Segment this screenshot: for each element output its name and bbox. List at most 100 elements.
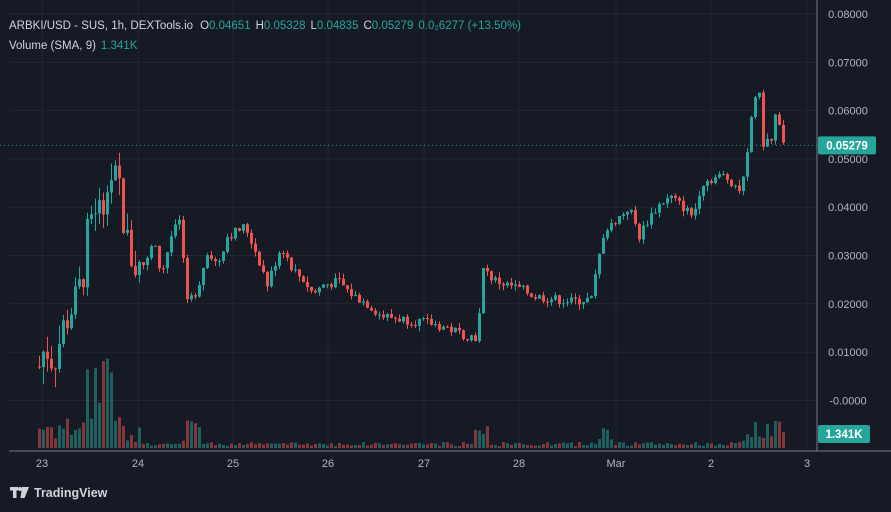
chart-grid bbox=[9, 0, 817, 451]
volume-bar bbox=[210, 442, 213, 448]
candle-body bbox=[550, 299, 553, 303]
volume-bar bbox=[766, 423, 769, 448]
candle-body bbox=[562, 303, 565, 305]
change-value: 0.0₂6277 (+13.50%) bbox=[418, 20, 521, 32]
candle-body bbox=[686, 207, 689, 212]
candle-body bbox=[714, 177, 717, 183]
candle-body bbox=[406, 316, 409, 325]
candle-body bbox=[286, 253, 289, 258]
volume-bar bbox=[110, 372, 113, 448]
candle-body bbox=[130, 229, 133, 267]
candle-body bbox=[586, 297, 589, 303]
candle-body bbox=[290, 257, 293, 270]
candle-body bbox=[54, 368, 57, 370]
price-tick-label: -0.0000 bbox=[829, 395, 866, 407]
candle-body bbox=[114, 165, 117, 181]
volume-bar bbox=[650, 442, 653, 448]
time-tick-label: 26 bbox=[322, 458, 334, 470]
volume-bar bbox=[742, 440, 745, 448]
candle-body bbox=[362, 301, 365, 303]
volume-bar bbox=[586, 445, 589, 448]
candle-body bbox=[154, 245, 157, 247]
candle-body bbox=[294, 269, 297, 271]
candle-body bbox=[158, 245, 161, 269]
candle-body bbox=[174, 224, 177, 237]
volume-bar bbox=[90, 418, 93, 448]
volume-bar bbox=[270, 443, 273, 448]
candle-body bbox=[306, 282, 309, 287]
volume-bar bbox=[258, 443, 261, 448]
candle-body bbox=[402, 316, 405, 322]
candle-body bbox=[546, 301, 549, 303]
volume-bar bbox=[334, 445, 337, 448]
candle-body bbox=[466, 339, 469, 341]
candle-body bbox=[414, 324, 417, 326]
candle-body bbox=[434, 324, 437, 326]
candle-body bbox=[318, 287, 321, 293]
low-value: 0.04835 bbox=[316, 20, 359, 32]
tradingview-attribution[interactable]: TradingView bbox=[10, 486, 107, 500]
volume-bar bbox=[718, 443, 721, 448]
candle-body bbox=[238, 228, 241, 231]
candle-body bbox=[374, 310, 377, 315]
candle-body bbox=[722, 174, 725, 176]
candle-body bbox=[698, 196, 701, 209]
candle-body bbox=[482, 268, 485, 314]
volume-bar bbox=[42, 429, 45, 448]
volume-bar bbox=[542, 443, 545, 448]
high-value: 0.05328 bbox=[263, 20, 306, 32]
candle-body bbox=[94, 213, 97, 215]
candle-body bbox=[382, 314, 385, 318]
time-tick-label: 2 bbox=[708, 458, 714, 470]
low-key: L bbox=[310, 20, 317, 32]
volume-bar bbox=[318, 443, 321, 448]
candle-body bbox=[458, 327, 461, 331]
volume-bar bbox=[770, 436, 773, 448]
volume-bar bbox=[482, 433, 485, 448]
candle-body bbox=[134, 266, 137, 276]
volume-bar bbox=[554, 444, 557, 448]
candle-body bbox=[58, 343, 61, 369]
volume-bar bbox=[394, 443, 397, 448]
candle-body bbox=[102, 200, 105, 215]
candle-body bbox=[450, 326, 453, 333]
volume-label[interactable]: Volume (SMA, 9) bbox=[9, 40, 96, 52]
volume-bar bbox=[654, 444, 657, 448]
volume-bar bbox=[734, 443, 737, 448]
candle-body bbox=[622, 214, 625, 216]
volume-bar bbox=[294, 442, 297, 448]
volume-bar bbox=[330, 443, 333, 448]
candle-body bbox=[194, 295, 197, 297]
volume-bar bbox=[54, 438, 57, 448]
symbol-title[interactable]: ARBKI/USD - SUS, 1h, DEXTools.io bbox=[9, 20, 194, 32]
volume-bar bbox=[58, 425, 61, 448]
candle-body bbox=[690, 207, 693, 216]
price-tick-label: 0.05000 bbox=[828, 154, 868, 166]
candle-body bbox=[70, 314, 73, 329]
candle-body bbox=[162, 268, 165, 270]
candle-body bbox=[770, 138, 773, 141]
volume-bar bbox=[218, 443, 221, 448]
candle-body bbox=[590, 296, 593, 298]
volume-bar bbox=[142, 444, 145, 448]
volume-bar bbox=[162, 443, 165, 448]
candle-body bbox=[110, 180, 113, 193]
volume-bar bbox=[450, 444, 453, 448]
candle-body bbox=[510, 282, 513, 286]
volume-bar bbox=[686, 444, 689, 448]
candle-body bbox=[634, 209, 637, 224]
candle-body bbox=[730, 179, 733, 187]
volume-bar bbox=[410, 443, 413, 448]
candle-body bbox=[422, 318, 425, 320]
volume-bar bbox=[382, 444, 385, 448]
candle-body bbox=[322, 284, 325, 288]
volume-bar bbox=[194, 423, 197, 448]
candle-body bbox=[610, 223, 613, 231]
candle-body bbox=[606, 230, 609, 238]
volume-bar bbox=[178, 443, 181, 448]
volume-bar bbox=[286, 444, 289, 448]
candle-body bbox=[542, 295, 545, 302]
volume-bar bbox=[750, 437, 753, 448]
volume-row: Volume (SMA, 9) 1.341K bbox=[9, 36, 521, 56]
